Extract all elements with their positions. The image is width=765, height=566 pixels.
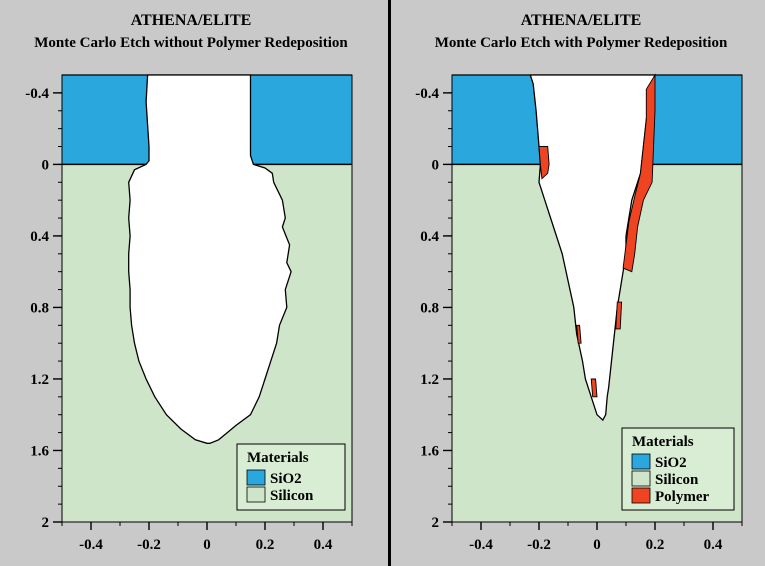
polymer-deposit <box>615 301 623 330</box>
legend-title: Materials <box>632 434 694 450</box>
panel-without-polymer: ATHENA/ELITE Monte Carlo Etch without Po… <box>0 0 382 566</box>
y-tick-label: -0.4 <box>25 86 49 102</box>
x-tick-label: -0.2 <box>137 537 161 553</box>
x-tick-label: 0 <box>203 537 211 553</box>
panel-subtitle: Monte Carlo Etch without Polymer Redepos… <box>34 35 348 51</box>
x-axis-ticks: -0.4 -0.2 0 0.2 0.4 <box>61 522 353 553</box>
panel-title: ATHENA/ELITE <box>520 12 642 29</box>
etched-trench <box>128 74 292 444</box>
etch-profile-plot-right: -0.4 -0.2 0 0.2 0.4 -0.4 0 0.4 0.8 1.2 1.6 2 Mater… <box>415 73 743 553</box>
x-axis-ticks: -0.4 -0.2 0 0.2 0.4 <box>451 522 743 553</box>
y-tick-label: 1.6 <box>30 443 49 459</box>
legend-label-silicon: Silicon <box>655 472 699 488</box>
legend-label-sio2: SiO2 <box>270 471 302 487</box>
etch-profile-plot-left: -0.4 -0.2 0 0.2 0.4 -0.4 0 0.4 0.8 1.2 1.6 2 Mater… <box>25 74 353 553</box>
x-tick-label: 0 <box>593 537 601 553</box>
legend-swatch-sio2 <box>246 469 266 486</box>
panel-title: ATHENA/ELITE <box>130 12 252 29</box>
panel-with-polymer: ATHENA/ELITE Monte Carlo Etch with Polym… <box>390 0 765 566</box>
legend-label-silicon: Silicon <box>270 488 314 504</box>
y-tick-label: 0.4 <box>420 229 439 245</box>
y-axis-ticks: -0.4 0 0.4 0.8 1.2 1.6 2 <box>25 86 62 531</box>
y-tick-label: -0.4 <box>415 86 439 102</box>
y-tick-label: 0.8 <box>420 300 439 316</box>
legend-swatch-silicon <box>631 470 651 487</box>
panel-subtitle: Monte Carlo Etch with Polymer Redepositi… <box>434 35 728 51</box>
y-tick-label: 0.4 <box>30 229 49 245</box>
x-tick-label: 0.2 <box>646 537 665 553</box>
y-tick-label: 1.6 <box>420 443 439 459</box>
polymer-deposits <box>538 73 656 398</box>
legend-swatch-silicon <box>246 486 266 503</box>
polymer-deposit <box>576 324 582 344</box>
legend-swatch-sio2 <box>631 453 651 470</box>
y-tick-label: 1.2 <box>30 372 49 388</box>
polymer-deposit <box>590 378 598 398</box>
legend-swatch-polymer <box>631 487 651 504</box>
materials-legend: Materials SiO2 Silicon <box>236 443 346 511</box>
y-tick-label: 2 <box>432 515 440 531</box>
x-tick-label: -0.4 <box>469 537 493 553</box>
legend-title: Materials <box>247 450 309 466</box>
x-tick-label: 0.4 <box>704 537 723 553</box>
x-tick-label: 0.4 <box>314 537 333 553</box>
legend-label-sio2: SiO2 <box>655 455 687 471</box>
materials-legend: Materials SiO2 Silicon Polymer <box>621 427 735 511</box>
legend-label-polymer: Polymer <box>655 489 709 505</box>
y-tick-label: 0 <box>432 157 440 173</box>
y-tick-label: 1.2 <box>420 372 439 388</box>
y-tick-label: 0.8 <box>30 300 49 316</box>
y-tick-label: 0 <box>42 157 50 173</box>
y-axis-ticks: -0.4 0 0.4 0.8 1.2 1.6 2 <box>415 86 452 531</box>
polymer-deposit <box>622 73 656 273</box>
x-tick-label: -0.4 <box>79 537 103 553</box>
x-tick-label: 0.2 <box>256 537 275 553</box>
panel-divider <box>388 0 391 566</box>
x-tick-label: -0.2 <box>527 537 551 553</box>
y-tick-label: 2 <box>42 515 50 531</box>
polymer-deposit <box>538 146 550 180</box>
